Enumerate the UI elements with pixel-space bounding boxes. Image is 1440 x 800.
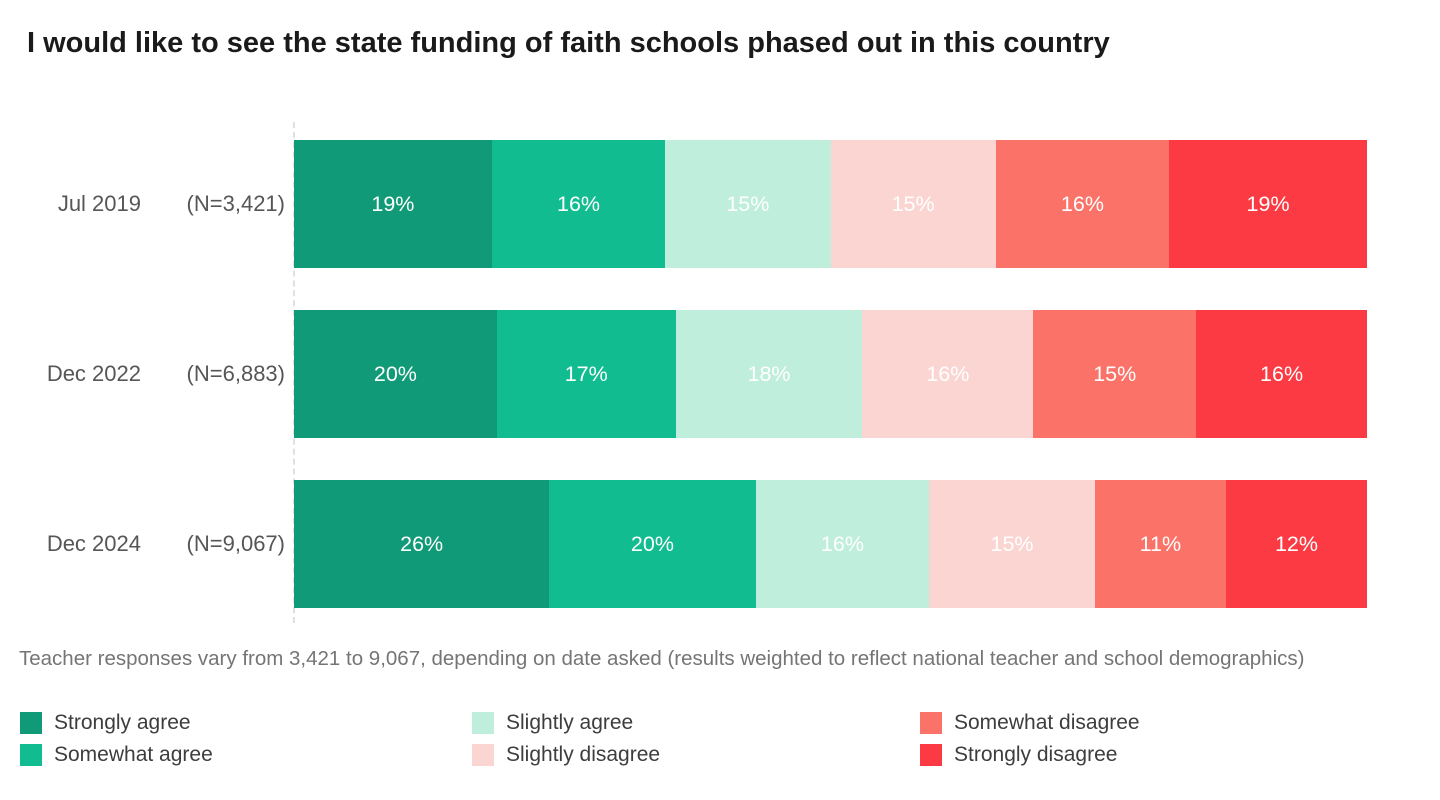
segment-value-label: 26% — [400, 531, 444, 556]
bar-segment: 16% — [995, 140, 1170, 268]
category-label: Dec 2024 — [46, 531, 141, 556]
legend-label: Somewhat agree — [54, 743, 213, 766]
chart-footnote: Teacher responses vary from 3,421 to 9,0… — [19, 647, 1305, 670]
segment-value-label: 16% — [820, 531, 864, 556]
segment-value-label: 16% — [1260, 361, 1304, 386]
bar-segment: 15% — [830, 140, 996, 268]
chart-title: I would like to see the state funding of… — [27, 27, 1110, 59]
bar-segment: 16% — [491, 140, 666, 268]
segment-value-label: 16% — [557, 191, 601, 216]
sample-size-label: (N=3,421) — [186, 191, 285, 216]
segment-value-label: 15% — [990, 531, 1034, 556]
legend-label: Strongly disagree — [954, 743, 1118, 766]
bar-segment: 17% — [496, 310, 676, 438]
segment-value-label: 19% — [1246, 191, 1290, 216]
bar-segment: 20% — [294, 310, 497, 438]
segment-value-label: 17% — [564, 361, 608, 386]
segment-value-label: 15% — [726, 191, 770, 216]
bar-segment: 16% — [755, 480, 930, 608]
bar-segment: 16% — [862, 310, 1034, 438]
bar-segment: 16% — [1196, 310, 1367, 438]
bar-segment: 11% — [1094, 480, 1226, 608]
segment-value-label: 12% — [1274, 531, 1319, 556]
bar-segment: 18% — [675, 310, 863, 438]
chart-row: Jul 2019 (N=3,421) 19% 16% 15% 15% 16% 19% — [0, 140, 1367, 268]
legend-label: Somewhat disagree — [954, 711, 1140, 734]
legend-label: Slightly disagree — [506, 743, 661, 766]
legend-item: Strongly disagree — [920, 743, 1140, 766]
bar-segment: 15% — [929, 480, 1095, 608]
segment-value-label: 15% — [1093, 361, 1137, 386]
segment-value-label: 18% — [747, 361, 791, 386]
legend-item: Strongly agree — [20, 711, 213, 734]
segment-value-label: 19% — [371, 191, 415, 216]
bar-segment: 26% — [294, 480, 550, 608]
bar-segment: 20% — [549, 480, 756, 608]
legend-column: Strongly agree Somewhat agree — [20, 711, 213, 766]
legend-swatch — [920, 744, 942, 766]
bar-segment: 15% — [665, 140, 831, 268]
stacked-bar: 19% 16% 15% 15% 16% 19% — [294, 140, 1367, 268]
bar-segment: 19% — [294, 140, 492, 268]
legend-swatch — [20, 712, 42, 734]
bar-segment: 15% — [1033, 310, 1197, 438]
stacked-bar: 26% 20% 16% 15% 11% 12% — [294, 480, 1367, 608]
legend-label: Slightly agree — [506, 711, 634, 734]
legend-item: Somewhat agree — [20, 743, 213, 766]
sample-size-label: (N=6,883) — [186, 361, 285, 386]
legend-column: Somewhat disagree Strongly disagree — [920, 711, 1140, 766]
chart-row: Dec 2024 (N=9,067) 26% 20% 16% 15% 11% 12% — [0, 480, 1367, 608]
legend: Strongly agree Somewhat agree Slightly agr… — [0, 711, 1440, 792]
segment-value-label: 20% — [373, 361, 417, 386]
legend-item: Somewhat disagree — [920, 711, 1140, 734]
segment-value-label: 20% — [630, 531, 674, 556]
segment-value-label: 11% — [1139, 531, 1182, 556]
legend-item: Slightly agree — [472, 711, 660, 734]
segment-value-label: 16% — [926, 361, 970, 386]
legend-swatch — [472, 744, 494, 766]
bar-segment: 19% — [1169, 140, 1367, 268]
bar-segment: 12% — [1226, 480, 1367, 608]
legend-swatch — [20, 744, 42, 766]
legend-label: Strongly agree — [54, 711, 191, 734]
chart-row: Dec 2022 (N=6,883) 20% 17% 18% 16% 15% 16% — [0, 310, 1367, 438]
stacked-bar: 20% 17% 18% 16% 15% 16% — [294, 310, 1367, 438]
legend-swatch — [472, 712, 494, 734]
sample-size-label: (N=9,067) — [186, 531, 285, 556]
row-label-group: Dec 2022 (N=6,883) — [0, 310, 294, 438]
category-label: Dec 2022 — [46, 361, 141, 386]
legend-swatch — [920, 712, 942, 734]
row-label-group: Jul 2019 (N=3,421) — [0, 140, 294, 268]
legend-item: Slightly disagree — [472, 743, 661, 766]
legend-column: Slightly agree Slightly disagree — [472, 711, 661, 766]
segment-value-label: 15% — [891, 191, 935, 216]
segment-value-label: 16% — [1060, 191, 1104, 216]
row-label-group: Dec 2024 (N=9,067) — [0, 480, 294, 608]
category-label: Jul 2019 — [57, 191, 141, 216]
